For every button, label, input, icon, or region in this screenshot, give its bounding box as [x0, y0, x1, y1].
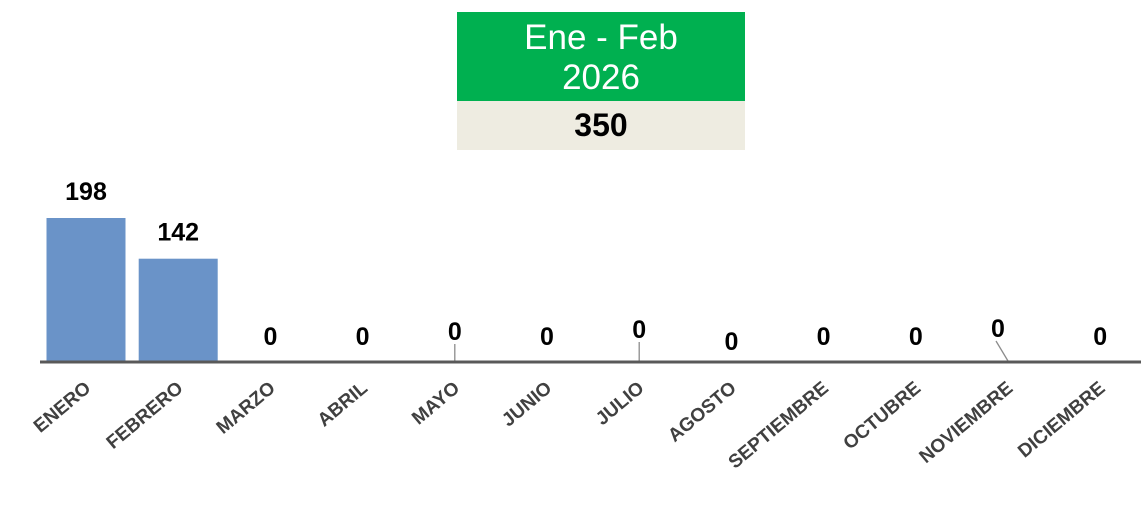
tick-label-septiembre: SEPTIEMBRE	[725, 378, 833, 473]
tick-label-diciembre: DICIEMBRE	[1014, 378, 1109, 463]
data-labels-layer: 198 142 0 0 0 0 0 0 0 0 0 0	[65, 178, 1107, 356]
summary-total: 350	[457, 101, 745, 150]
bar-febrero	[138, 258, 218, 362]
data-label-junio: 0	[540, 323, 554, 351]
data-label-septiembre: 0	[817, 323, 831, 351]
data-label-mayo: 0	[448, 318, 462, 346]
tick-label-enero: ENERO	[30, 378, 95, 438]
bars-layer	[46, 218, 218, 362]
bar-enero	[46, 218, 126, 362]
data-label-marzo: 0	[263, 323, 277, 351]
tick-label-mayo: MAYO	[408, 378, 464, 430]
tick-labels-layer: ENERO FEBRERO MARZO ABRIL MAYO JUNIO JULIO AGOS…	[30, 377, 1109, 473]
summary-box: Ene - Feb 2026 350	[457, 12, 745, 150]
data-label-abril: 0	[356, 323, 370, 351]
tick-label-octubre: OCTUBRE	[840, 378, 925, 454]
data-label-agosto: 0	[724, 328, 738, 356]
data-label-julio: 0	[632, 316, 646, 344]
leader-line-noviembre	[995, 340, 1009, 362]
summary-header: Ene - Feb 2026	[457, 12, 745, 101]
tick-label-marzo: MARZO	[213, 378, 280, 439]
data-label-octubre: 0	[909, 323, 923, 351]
summary-year: 2026	[562, 58, 640, 97]
tick-label-noviembre: NOVIEMBRE	[916, 378, 1018, 468]
summary-period: Ene - Feb	[524, 18, 678, 57]
data-label-enero: 198	[65, 178, 107, 206]
leader-lines-layer	[454, 340, 1009, 362]
data-label-febrero: 142	[157, 219, 199, 247]
tick-label-febrero: FEBRERO	[103, 378, 188, 454]
data-label-noviembre: 0	[991, 315, 1005, 343]
data-label-diciembre: 0	[1093, 323, 1107, 351]
tick-label-junio: JUNIO	[498, 378, 556, 431]
tick-label-agosto: AGOSTO	[664, 378, 740, 447]
tick-label-abril: ABRIL	[314, 377, 372, 431]
tick-label-julio: JULIO	[592, 378, 648, 430]
